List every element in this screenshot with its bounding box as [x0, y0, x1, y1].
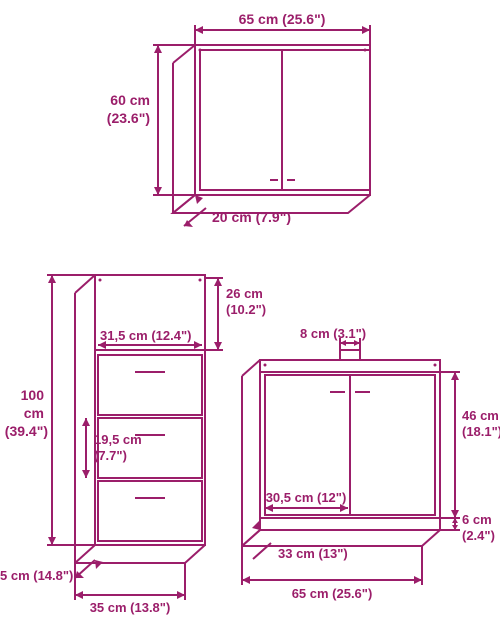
label-tall-depth1: 5 cm (14.8") [0, 568, 73, 583]
dim-tall-shelf-w: 31,5 cm (12.4") [98, 328, 202, 349]
dim-wall-height: 60 cm (23.6") [107, 45, 195, 195]
label-sink-right-a: 46 cm [462, 408, 499, 423]
dim-tall-height: 100 cm (39.4") [5, 275, 95, 545]
label-tall-depth2: 35 cm (13.8") [90, 600, 171, 615]
label-tall-drawer-b: (7.7") [94, 448, 127, 463]
wall-cabinet [173, 45, 370, 213]
dim-tall-drawer-h: 19,5 cm (7.7") [82, 418, 142, 478]
label-tall-height-a: 100 [21, 387, 45, 403]
label-wall-depth: 20 cm (7.9") [212, 209, 291, 225]
label-sink-foot-b: (2.4") [462, 528, 495, 543]
label-wall-height-a: 60 cm [110, 92, 150, 108]
label-wall-width: 65 cm (25.6") [239, 11, 326, 27]
label-tall-height-b: cm [24, 405, 44, 421]
dim-sink-right-h: 46 cm (18.1") [440, 372, 500, 518]
dim-tall-depth: 5 cm (14.8") 35 cm (13.8") [0, 560, 185, 615]
dim-sink-depth: 33 cm (13") [242, 521, 348, 561]
label-sink-gap: 8 cm (3.1") [300, 326, 366, 341]
label-tall-open-a: 26 cm [226, 286, 263, 301]
label-sink-door-w: 30,5 cm (12") [266, 490, 347, 505]
label-sink-foot-a: 6 cm [462, 512, 492, 527]
dim-tall-open-h: 26 cm (10.2") [205, 278, 266, 350]
label-tall-drawer-a: 19,5 cm [94, 432, 142, 447]
label-tall-height-c: (39.4") [5, 423, 48, 439]
tall-cabinet [75, 275, 205, 563]
dim-wall-width: 65 cm (25.6") [195, 11, 370, 45]
label-sink-right-b: (18.1") [462, 424, 500, 439]
label-wall-height-b: (23.6") [107, 110, 150, 126]
dimension-diagram: 65 cm (25.6") 60 cm (23.6") 20 cm (7.9") [0, 0, 500, 641]
label-sink-width: 65 cm (25.6") [292, 586, 373, 601]
dim-sink-door-w: 30,5 cm (12") [265, 490, 348, 512]
dim-sink-gap: 8 cm (3.1") [300, 326, 366, 350]
dim-wall-depth: 20 cm (7.9") [173, 195, 291, 227]
label-sink-depth: 33 cm (13") [278, 546, 348, 561]
label-tall-open-b: (10.2") [226, 302, 266, 317]
label-tall-shelf-w: 31,5 cm (12.4") [100, 328, 191, 343]
sink-cabinet [242, 350, 440, 546]
dim-sink-foot: 6 cm (2.4") [440, 512, 495, 543]
